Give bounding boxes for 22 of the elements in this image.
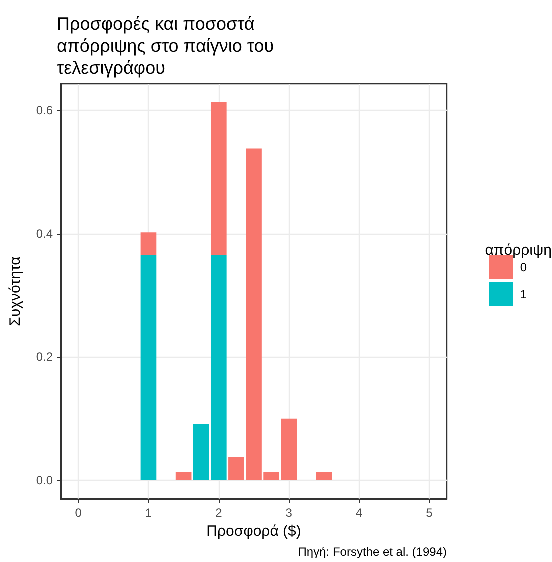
y-tick-label: 0.0 bbox=[36, 474, 54, 488]
x-tick-label: 4 bbox=[356, 506, 363, 520]
bar bbox=[210, 102, 227, 256]
text: Πηγή: Forsythe et al. (1994) bbox=[298, 545, 448, 559]
x-axis-title: Προσφορά ($) bbox=[206, 522, 302, 540]
y-tick-label: 0.4 bbox=[36, 226, 54, 241]
legend-label: 1 bbox=[520, 288, 528, 302]
chart-title: Προσφορές και ποσοστά απόρριψης στο παίγνιο του τελεσιγράφου bbox=[57, 14, 280, 78]
bar bbox=[140, 255, 157, 480]
x-tick-label: 3 bbox=[286, 506, 293, 520]
x-tick-label: 1 bbox=[145, 506, 152, 520]
bar bbox=[316, 472, 332, 480]
legend-label: 0 bbox=[520, 260, 528, 274]
x-tick-label: 5 bbox=[426, 506, 434, 520]
y-axis-title: Συχνότητα bbox=[7, 256, 24, 326]
bar bbox=[176, 472, 192, 480]
legend-title: απόρριψη bbox=[485, 242, 552, 259]
bar bbox=[140, 232, 157, 256]
y-tick-label: 0.6 bbox=[36, 104, 54, 118]
y-tick-label: 0.2 bbox=[36, 350, 54, 364]
x-tick-label: 2 bbox=[216, 506, 223, 520]
x-tick-label: 0 bbox=[75, 506, 82, 520]
